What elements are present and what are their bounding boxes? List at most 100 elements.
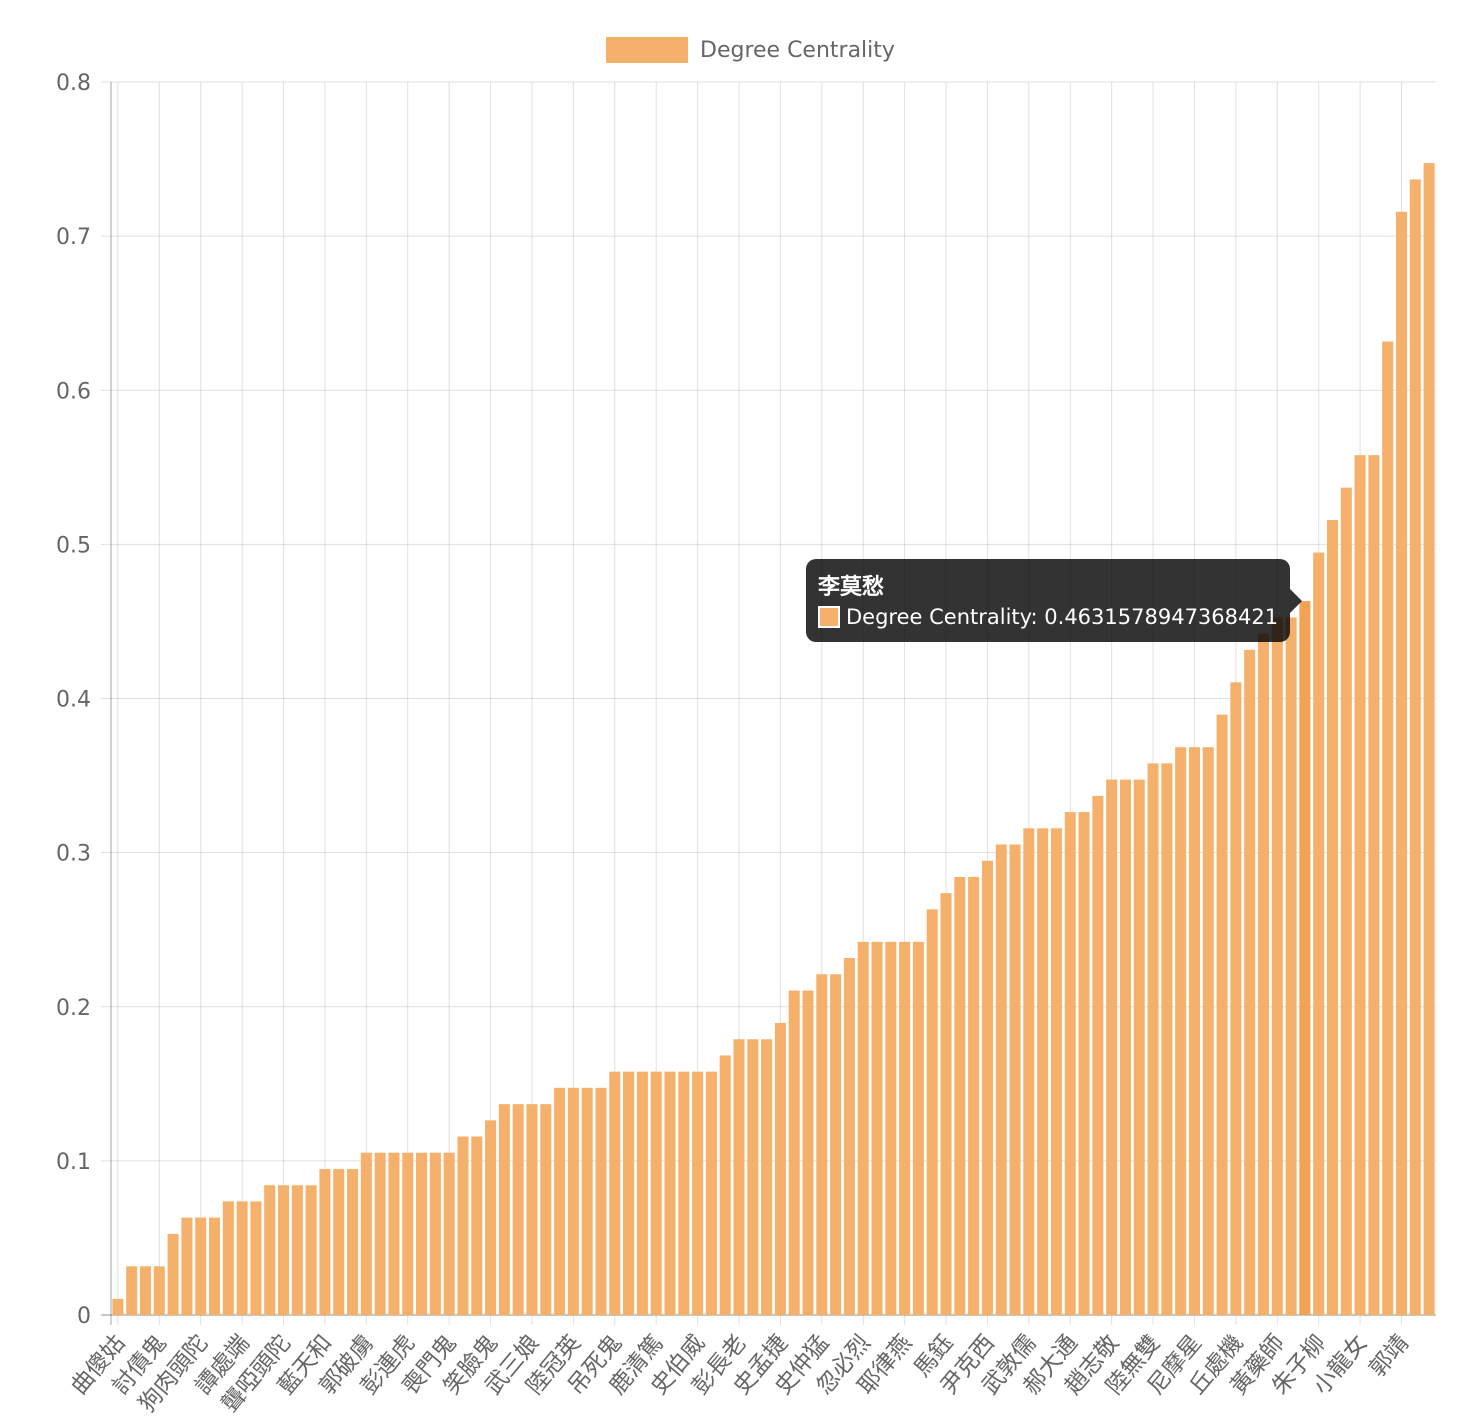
bar[interactable] (871, 941, 883, 1315)
bar[interactable] (940, 893, 952, 1315)
bar[interactable] (416, 1152, 428, 1315)
bar[interactable] (581, 1087, 593, 1315)
bar[interactable] (429, 1152, 441, 1315)
bar[interactable] (1216, 714, 1228, 1315)
bar[interactable] (1037, 828, 1049, 1315)
bar[interactable] (1340, 487, 1352, 1315)
bar[interactable] (1395, 211, 1408, 1315)
bar[interactable] (1382, 341, 1394, 1315)
bar[interactable] (291, 1185, 303, 1315)
bar[interactable] (181, 1217, 193, 1315)
bar[interactable] (733, 1039, 745, 1315)
bar[interactable] (899, 941, 911, 1315)
bar[interactable] (843, 958, 855, 1315)
bar[interactable] (333, 1169, 345, 1315)
bar[interactable] (1285, 617, 1297, 1315)
bar[interactable] (236, 1201, 248, 1315)
bar[interactable] (208, 1217, 221, 1315)
bar[interactable] (443, 1152, 455, 1315)
bar[interactable] (1257, 633, 1269, 1315)
bar[interactable] (1271, 617, 1283, 1315)
bar[interactable] (1326, 520, 1338, 1315)
bar[interactable] (802, 990, 814, 1315)
bar[interactable] (650, 1071, 662, 1315)
bar[interactable] (1161, 763, 1173, 1315)
bar[interactable] (1106, 779, 1118, 1315)
bar[interactable] (830, 974, 842, 1315)
bar[interactable] (347, 1169, 359, 1315)
bar[interactable] (705, 1071, 717, 1315)
bar[interactable] (153, 1266, 165, 1315)
bar[interactable] (388, 1152, 400, 1315)
bar[interactable] (498, 1104, 510, 1315)
bar[interactable] (112, 1298, 124, 1315)
bar[interactable] (885, 941, 897, 1315)
bar[interactable] (678, 1071, 690, 1315)
y-tick-label: 0.7 (56, 225, 91, 250)
bar[interactable] (540, 1104, 552, 1315)
bar[interactable] (1023, 828, 1035, 1315)
bar[interactable] (857, 941, 869, 1315)
bar[interactable] (457, 1136, 469, 1315)
bar[interactable] (816, 974, 828, 1315)
bar[interactable] (374, 1152, 386, 1315)
bar[interactable] (554, 1087, 566, 1315)
bar[interactable] (981, 860, 993, 1315)
bar[interactable] (926, 909, 938, 1315)
tooltip: 李莫愁 Degree Centrality: 0.463157894736842… (806, 559, 1302, 642)
bar[interactable] (719, 1055, 731, 1315)
bar[interactable] (1050, 828, 1062, 1315)
bar[interactable] (747, 1039, 759, 1315)
bar[interactable] (1368, 455, 1380, 1315)
bar[interactable] (1064, 812, 1076, 1315)
bar[interactable] (1175, 747, 1187, 1315)
bar[interactable] (968, 876, 980, 1315)
bar[interactable] (761, 1039, 773, 1315)
bar[interactable] (664, 1071, 676, 1315)
legend[interactable]: Degree Centrality (606, 36, 895, 64)
y-tick-label: 0.8 (56, 71, 91, 96)
bar[interactable] (609, 1071, 621, 1315)
bar[interactable] (1244, 649, 1256, 1315)
bar[interactable] (1423, 163, 1435, 1315)
bar[interactable] (954, 876, 966, 1315)
bar[interactable] (1092, 795, 1104, 1315)
bar[interactable] (264, 1185, 276, 1315)
bar[interactable] (1354, 455, 1366, 1315)
bar[interactable] (319, 1169, 331, 1315)
bar[interactable] (195, 1217, 207, 1315)
bar[interactable] (250, 1201, 262, 1315)
bar[interactable] (1119, 779, 1131, 1315)
bar[interactable] (526, 1104, 538, 1315)
bar[interactable] (1188, 747, 1200, 1315)
bar[interactable] (1202, 747, 1214, 1315)
bar[interactable] (912, 941, 924, 1315)
bar[interactable] (1313, 552, 1325, 1315)
bar[interactable] (471, 1136, 483, 1315)
bar[interactable] (512, 1104, 524, 1315)
bar[interactable] (692, 1071, 704, 1315)
bar[interactable] (788, 990, 800, 1315)
bar[interactable] (623, 1071, 635, 1315)
bar[interactable] (1009, 844, 1021, 1315)
bar[interactable] (595, 1087, 607, 1315)
bar[interactable] (278, 1185, 290, 1315)
bar[interactable] (1078, 812, 1090, 1315)
bar[interactable] (1147, 763, 1159, 1315)
bar[interactable] (402, 1152, 414, 1315)
bar[interactable] (1133, 779, 1145, 1315)
bar[interactable] (567, 1087, 579, 1315)
bar[interactable] (774, 1022, 786, 1315)
bar[interactable] (636, 1071, 648, 1315)
bar[interactable] (485, 1120, 497, 1315)
bar[interactable] (222, 1201, 234, 1315)
bar[interactable] (126, 1266, 138, 1315)
bar[interactable] (139, 1266, 152, 1315)
bar[interactable] (305, 1185, 317, 1315)
bar[interactable] (167, 1233, 179, 1315)
bar[interactable] (1409, 179, 1421, 1315)
bar[interactable] (1230, 682, 1242, 1315)
bar[interactable] (360, 1152, 372, 1315)
bar[interactable] (1299, 601, 1311, 1315)
bar[interactable] (995, 844, 1007, 1315)
